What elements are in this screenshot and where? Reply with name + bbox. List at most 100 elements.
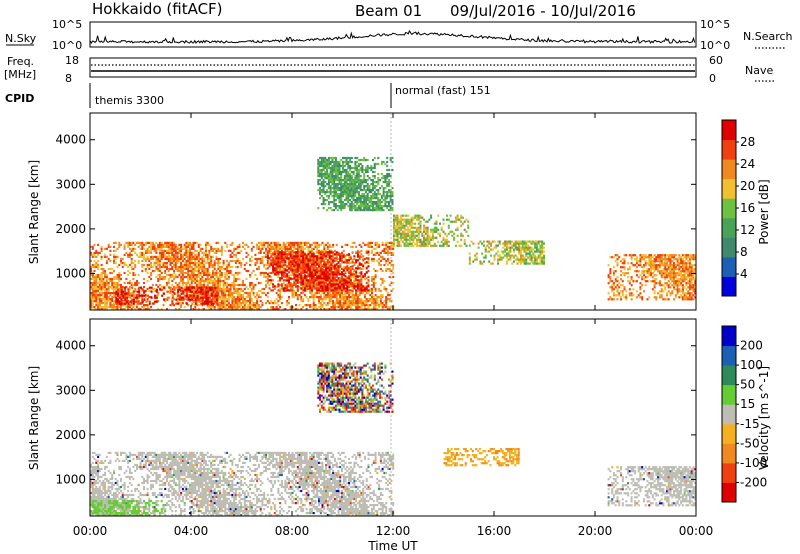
power-cell [525, 260, 528, 263]
power-cell [288, 279, 290, 282]
power-cell [302, 255, 305, 258]
power-cell [328, 298, 331, 301]
power-cell [184, 288, 187, 291]
power-cell [437, 232, 440, 235]
power-cell [227, 249, 230, 252]
power-cell [213, 273, 216, 277]
power-cell [123, 304, 126, 307]
power-cell [303, 263, 306, 266]
power-cell [191, 296, 194, 299]
power-cell [300, 308, 303, 311]
power-cell [277, 243, 280, 246]
power-cell [303, 269, 306, 272]
power-cell [178, 249, 181, 252]
power-cell [307, 261, 310, 264]
power-cell [197, 271, 200, 275]
power-cell [180, 243, 183, 246]
power-cell [339, 265, 342, 268]
power-cell [169, 249, 172, 252]
power-cell [120, 300, 123, 303]
power-cell [648, 254, 651, 257]
power-cell [134, 308, 137, 311]
power-cell [249, 275, 252, 279]
power-cell [302, 265, 305, 268]
power-cell [204, 255, 207, 258]
power-cell [365, 251, 368, 254]
power-cell [155, 241, 158, 244]
power-cell [144, 243, 147, 246]
power-cell [435, 226, 438, 229]
power-cell [227, 300, 230, 303]
power-cell [309, 283, 312, 286]
power-cell [190, 253, 193, 256]
power-cell [134, 251, 137, 254]
power-cell [105, 296, 108, 299]
power-cell [187, 261, 190, 265]
power-cell [349, 273, 352, 276]
power-cell [398, 236, 401, 239]
power-cell [319, 269, 322, 272]
power-cell [263, 287, 266, 291]
power-cell [275, 263, 278, 266]
power-cell [298, 241, 301, 244]
power-cell [371, 287, 373, 291]
power-cell [632, 280, 635, 283]
power-cell [407, 222, 410, 225]
power-cell [293, 253, 296, 256]
power-cell [176, 253, 179, 256]
power-cell [335, 302, 338, 305]
power-cell [215, 275, 218, 279]
power-cell [344, 298, 347, 301]
power-cell [337, 294, 340, 297]
power-cell [193, 300, 195, 303]
power-cell [201, 267, 204, 271]
power-cell [176, 298, 179, 301]
power-cell [280, 287, 283, 291]
power-cell [181, 279, 184, 283]
power-cell [321, 253, 324, 256]
power-cell [242, 308, 244, 311]
power-cell [158, 257, 161, 261]
power-cell [213, 281, 216, 285]
power-cell [236, 265, 239, 269]
power-cell [132, 294, 135, 297]
power-cell [201, 283, 204, 287]
power-cell [171, 241, 174, 244]
power-cell [155, 294, 158, 297]
power-cell [386, 294, 389, 297]
power-cell [128, 247, 131, 250]
power-cell [105, 300, 108, 303]
power-cell [219, 261, 221, 265]
power-cell [346, 261, 349, 264]
power-cell [326, 277, 329, 280]
power-cell [130, 257, 133, 261]
power-cell [305, 304, 308, 307]
power-cell [339, 287, 342, 290]
power-cell [416, 240, 418, 243]
power-cell [639, 264, 642, 267]
power-cell [137, 245, 140, 248]
power-cell [644, 262, 647, 265]
power-cell [93, 281, 96, 285]
power-cell [305, 296, 308, 299]
power-cell [648, 264, 651, 267]
power-cell [164, 261, 167, 265]
power-cell [208, 265, 211, 269]
power-cell [639, 254, 642, 257]
power-cell [229, 306, 232, 309]
power-cell [356, 267, 359, 270]
power-cell [227, 275, 230, 279]
power-cell [286, 285, 289, 288]
power-cell [447, 232, 450, 235]
power-cell [240, 249, 243, 252]
power-cell [651, 262, 654, 265]
power-cell [107, 245, 110, 248]
power-cell [312, 261, 315, 264]
power-cell [233, 275, 236, 279]
power-cell [216, 294, 218, 297]
power-cell [302, 271, 305, 274]
power-cell [407, 244, 410, 247]
power-cell [385, 269, 388, 273]
power-cell [128, 255, 131, 258]
